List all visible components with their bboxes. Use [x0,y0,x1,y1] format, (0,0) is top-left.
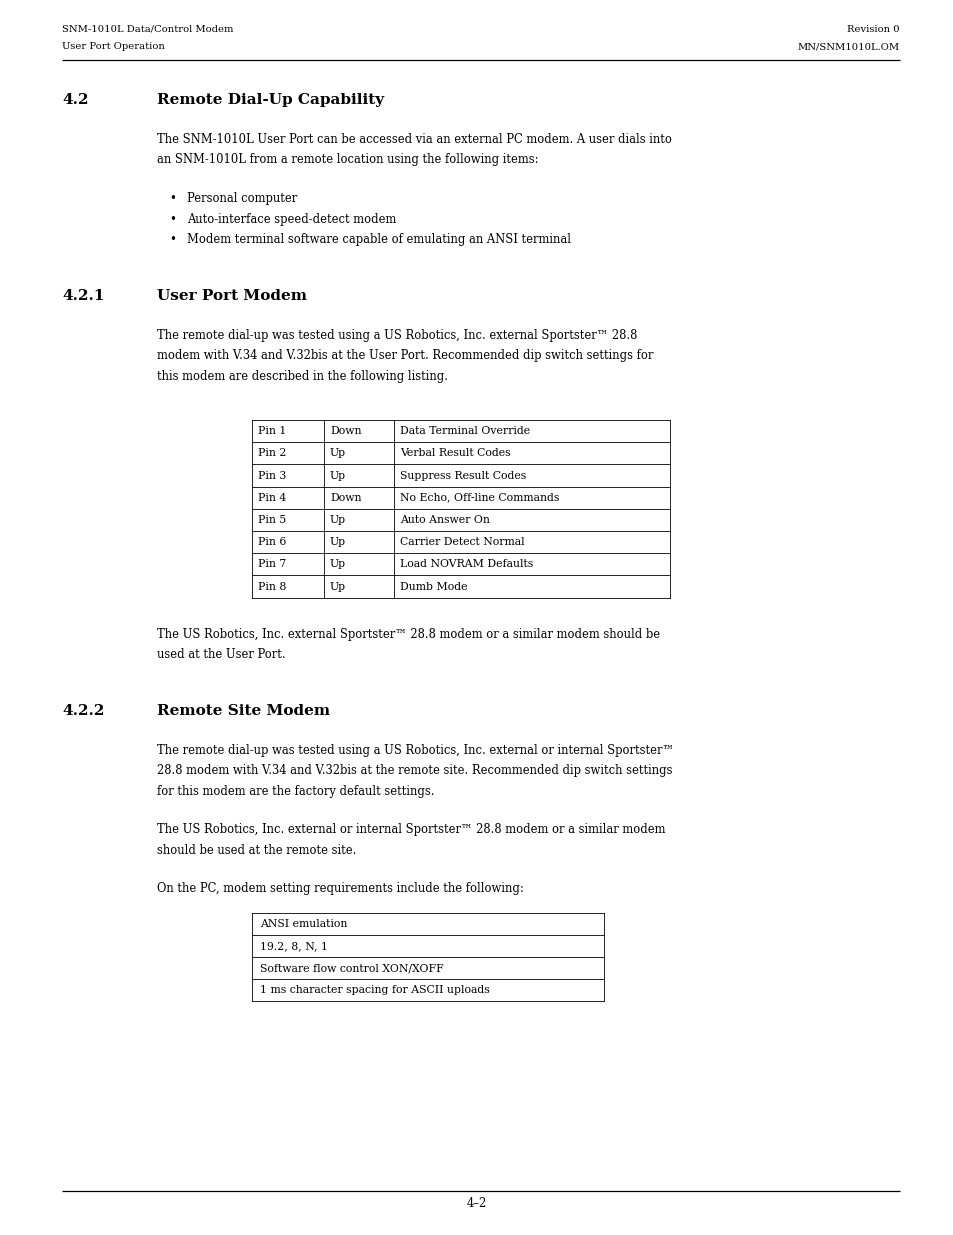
Text: Remote Site Modem: Remote Site Modem [157,704,330,718]
Text: Down: Down [330,493,361,503]
Text: 4–2: 4–2 [466,1197,487,1210]
Text: Up: Up [330,448,346,458]
Text: Personal computer: Personal computer [187,191,297,205]
Text: for this modem are the factory default settings.: for this modem are the factory default s… [157,784,434,798]
Text: Pin 1: Pin 1 [257,426,286,436]
Text: used at the User Port.: used at the User Port. [157,648,285,661]
Text: •: • [169,212,175,226]
Text: 4.2.1: 4.2.1 [62,289,105,303]
Text: 4.2.2: 4.2.2 [62,704,104,718]
Text: Auto Answer On: Auto Answer On [399,515,489,525]
Text: Pin 3: Pin 3 [257,471,286,480]
Text: Load NOVRAM Defaults: Load NOVRAM Defaults [399,559,533,569]
Text: Down: Down [330,426,361,436]
Text: •: • [169,233,175,246]
Text: Pin 5: Pin 5 [257,515,286,525]
Text: Auto-interface speed-detect modem: Auto-interface speed-detect modem [187,212,395,226]
Text: On the PC, modem setting requirements include the following:: On the PC, modem setting requirements in… [157,882,523,895]
Text: MN/SNM1010L.OM: MN/SNM1010L.OM [797,42,899,51]
Text: 1 ms character spacing for ASCII uploads: 1 ms character spacing for ASCII uploads [260,986,489,995]
Text: Up: Up [330,537,346,547]
Text: Pin 8: Pin 8 [257,582,286,592]
Text: •: • [169,191,175,205]
Text: The US Robotics, Inc. external or internal Sportster™ 28.8 modem or a similar mo: The US Robotics, Inc. external or intern… [157,823,665,836]
Text: an SNM-1010L from a remote location using the following items:: an SNM-1010L from a remote location usin… [157,153,537,167]
Text: The remote dial-up was tested using a US Robotics, Inc. external or internal Spo: The remote dial-up was tested using a US… [157,743,673,757]
Text: Carrier Detect Normal: Carrier Detect Normal [399,537,524,547]
Text: Up: Up [330,515,346,525]
Text: 19.2, 8, N, 1: 19.2, 8, N, 1 [260,941,328,951]
Text: Pin 2: Pin 2 [257,448,286,458]
Text: No Echo, Off-line Commands: No Echo, Off-line Commands [399,493,558,503]
Text: this modem are described in the following listing.: this modem are described in the followin… [157,369,448,383]
Text: Pin 6: Pin 6 [257,537,286,547]
Text: 28.8 modem with V.34 and V.32bis at the remote site. Recommended dip switch sett: 28.8 modem with V.34 and V.32bis at the … [157,764,672,777]
Text: Software flow control XON/XOFF: Software flow control XON/XOFF [260,963,443,973]
Text: Verbal Result Codes: Verbal Result Codes [399,448,510,458]
Text: modem with V.34 and V.32bis at the User Port. Recommended dip switch settings fo: modem with V.34 and V.32bis at the User … [157,350,653,362]
Text: 4.2: 4.2 [62,93,89,107]
Text: User Port Operation: User Port Operation [62,42,165,51]
Text: Pin 7: Pin 7 [257,559,286,569]
Text: Up: Up [330,471,346,480]
Text: The SNM-1010L User Port can be accessed via an external PC modem. A user dials i: The SNM-1010L User Port can be accessed … [157,133,671,146]
Text: The US Robotics, Inc. external Sportster™ 28.8 modem or a similar modem should b: The US Robotics, Inc. external Sportster… [157,627,659,641]
Text: SNM-1010L Data/Control Modem: SNM-1010L Data/Control Modem [62,25,233,35]
Text: Dumb Mode: Dumb Mode [399,582,467,592]
Text: Revision 0: Revision 0 [846,25,899,35]
Text: Data Terminal Override: Data Terminal Override [399,426,530,436]
Text: Modem terminal software capable of emulating an ANSI terminal: Modem terminal software capable of emula… [187,233,571,246]
Text: should be used at the remote site.: should be used at the remote site. [157,844,356,857]
Text: Up: Up [330,559,346,569]
Text: Suppress Result Codes: Suppress Result Codes [399,471,526,480]
Text: Remote Dial-Up Capability: Remote Dial-Up Capability [157,93,384,107]
Text: Up: Up [330,582,346,592]
Text: Pin 4: Pin 4 [257,493,286,503]
Text: ANSI emulation: ANSI emulation [260,919,347,929]
Text: The remote dial-up was tested using a US Robotics, Inc. external Sportster™ 28.8: The remote dial-up was tested using a US… [157,329,637,342]
Text: User Port Modem: User Port Modem [157,289,307,303]
